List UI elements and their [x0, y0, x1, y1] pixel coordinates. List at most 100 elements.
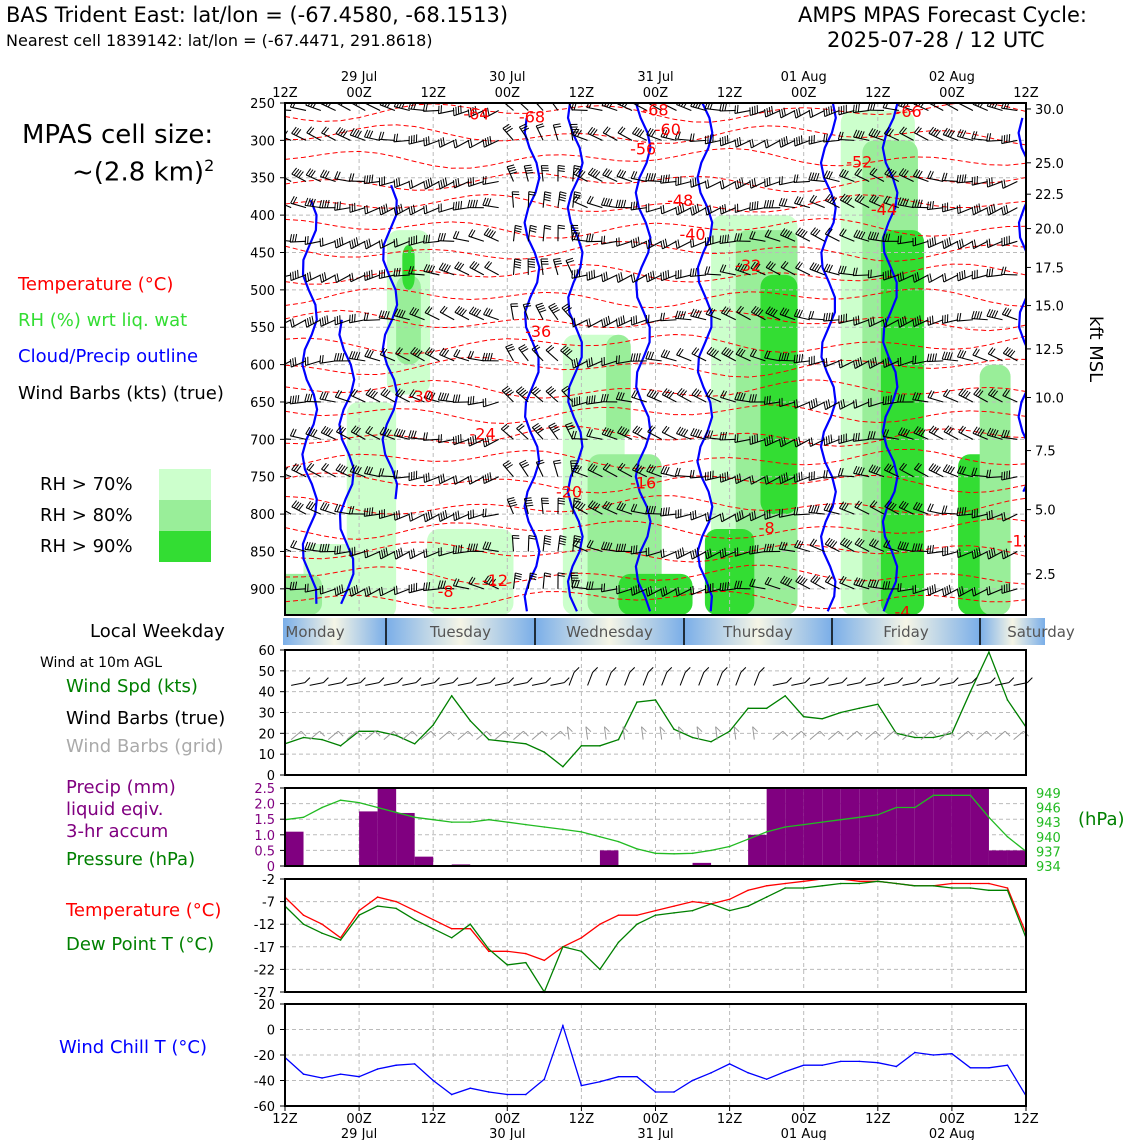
wind-barb-feather	[452, 180, 455, 189]
wind-barb	[305, 426, 322, 440]
grid-wind-barb-feather	[504, 730, 511, 737]
wind-barb-feather	[886, 501, 893, 509]
wind-barb-feather	[588, 429, 593, 437]
wind-barb-feather	[292, 103, 296, 108]
wind-barb-feather	[931, 544, 934, 553]
wind-barb	[586, 428, 603, 440]
wind-barb	[912, 355, 929, 365]
wind-barb-feather	[334, 503, 339, 512]
wind-barb-feather	[393, 179, 396, 188]
wind-barb-feather	[298, 171, 304, 178]
wind-barb-feather	[737, 263, 743, 271]
wind-barb-shaft	[927, 177, 944, 183]
wind-barb	[927, 170, 944, 183]
wind-barb-feather	[630, 201, 633, 211]
wind-barb-feather	[857, 358, 861, 367]
wind-barb	[502, 123, 514, 141]
wind-barb-feather	[675, 550, 678, 559]
wind-barb-feather	[633, 504, 638, 512]
wind-barb-feather	[589, 128, 596, 135]
wind-barb-feather	[827, 195, 833, 202]
wind-barb	[793, 135, 811, 147]
cell-size-title: MPAS cell size:	[22, 120, 214, 150]
wind-barb-feather	[622, 315, 625, 324]
wind-barb	[306, 126, 322, 141]
wind-barb-feather	[528, 534, 536, 538]
wind-barb-feather	[959, 204, 961, 213]
wind-barb-feather	[912, 392, 916, 400]
wind-barb-feather	[844, 196, 851, 203]
wind-barb-feather	[979, 103, 984, 108]
wind-barb-feather	[425, 548, 428, 557]
wind-barb	[986, 268, 1003, 278]
wind-barb-feather	[395, 549, 399, 559]
pressure-line-point	[599, 835, 601, 838]
wind-barb-feather	[425, 473, 428, 482]
kft-tick-label: 30.0	[1035, 103, 1064, 118]
wind-barb-feather	[749, 476, 752, 485]
wind-barbs-grid-label: Wind Barbs (grid)	[66, 736, 224, 757]
wind-barb-feather	[459, 308, 465, 315]
wind-barb-feather	[307, 427, 313, 436]
surface-wind-barb	[920, 677, 941, 686]
wind-barb-shaft	[545, 349, 559, 362]
wind-barb	[540, 258, 549, 275]
surface-wind-barb-shaft	[939, 682, 954, 686]
wind-panel-frame	[284, 649, 1027, 776]
wind-barb-shaft	[824, 581, 840, 590]
wind-barb	[334, 171, 351, 183]
wind-barb-feather	[860, 467, 865, 476]
wind-barb-shaft	[285, 240, 292, 242]
dewpoint-line-point	[765, 896, 768, 898]
wind-barb-feather	[829, 540, 835, 547]
wind-barb-feather	[766, 436, 769, 445]
windchill-line-point	[914, 1051, 916, 1054]
wind-barb-feather	[368, 174, 371, 183]
y-tick-label: -40	[254, 1075, 275, 1090]
wind-barb	[853, 129, 870, 141]
wind-barb-feather	[914, 392, 919, 401]
wind-barb-feather	[798, 136, 801, 145]
wind-barb-feather	[719, 582, 722, 591]
wind-barb-feather	[810, 505, 815, 513]
wind-barb-feather	[424, 347, 431, 354]
windchill-line-point	[951, 1052, 953, 1055]
wind-barb-feather	[752, 262, 759, 270]
precip-bar	[285, 831, 304, 866]
wind-barb-feather	[605, 271, 608, 280]
wind-barb	[912, 584, 929, 595]
wind-barb	[571, 357, 588, 369]
wind-barb-feather	[545, 386, 553, 392]
wind-barb-feather	[929, 316, 932, 325]
wind-barb	[719, 581, 736, 592]
wind-barb	[617, 462, 633, 478]
wind-barb	[409, 389, 425, 403]
y-tick-label: -60	[254, 1100, 275, 1115]
wind-barb-feather	[810, 574, 816, 582]
wind-speed-line-point	[710, 740, 712, 743]
surface-wind-barb-shaft	[735, 672, 742, 686]
wind-barb-feather	[617, 126, 624, 134]
wind-barb-feather	[783, 198, 788, 207]
wind-barb	[437, 580, 455, 590]
wind-barb-feather	[460, 544, 463, 553]
wind-barb-feather	[645, 351, 650, 359]
wind-barb	[557, 535, 567, 552]
wind-barb-feather	[855, 577, 861, 586]
wind-barb-feather	[472, 199, 476, 208]
wind-barb-feather	[691, 388, 698, 395]
wind-barb-feather	[986, 427, 992, 436]
surface-wind-barb-feather	[915, 677, 922, 683]
wind-barb-feather	[725, 308, 732, 316]
wind-speed-line-point	[376, 730, 379, 733]
wind-barb-feather	[292, 271, 294, 280]
wind-barb-feather	[323, 464, 329, 471]
wind-barb-feather	[956, 549, 959, 558]
y-tick-label: 50	[258, 665, 275, 680]
wind-barb-feather	[705, 307, 711, 315]
surface-wind-barb-shaft	[309, 682, 324, 686]
wind-barb-feather	[719, 181, 723, 190]
wind-barb-feather	[707, 266, 711, 275]
wind-barb-feather	[363, 588, 367, 597]
wind-barb	[454, 305, 470, 321]
